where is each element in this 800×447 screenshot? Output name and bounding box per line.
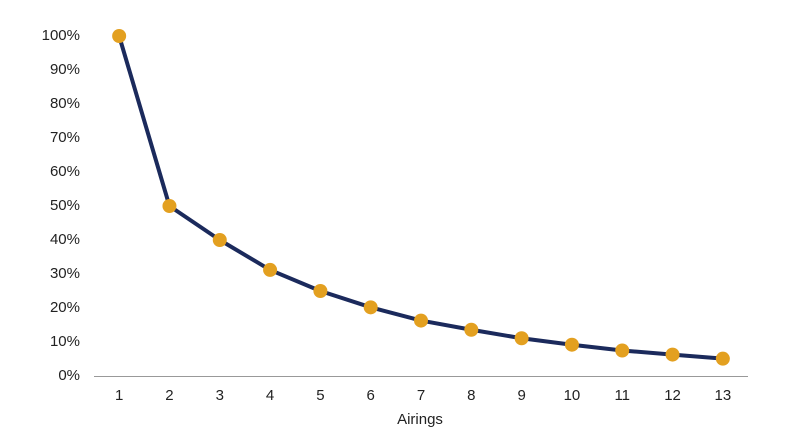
y-tick-label: 10% bbox=[50, 333, 80, 350]
x-tick-label: 2 bbox=[165, 387, 173, 404]
x-tick-label: 10 bbox=[564, 387, 581, 404]
marker bbox=[162, 199, 177, 213]
marker bbox=[112, 29, 127, 43]
marker bbox=[313, 284, 328, 298]
y-tick-label: 70% bbox=[50, 129, 80, 146]
marker bbox=[514, 331, 529, 346]
y-tick-label: 40% bbox=[50, 231, 80, 248]
x-tick-label: 8 bbox=[467, 387, 475, 404]
x-tick-label: 4 bbox=[266, 387, 274, 404]
x-tick-label: 9 bbox=[517, 387, 525, 404]
x-tick-label: 12 bbox=[664, 387, 681, 404]
marker bbox=[715, 351, 730, 366]
marker bbox=[363, 300, 378, 315]
y-tick-label: 20% bbox=[50, 299, 80, 316]
y-tick-label: 30% bbox=[50, 265, 80, 282]
marker bbox=[615, 343, 630, 358]
x-tick-label: 13 bbox=[715, 387, 732, 404]
x-tick-label: 6 bbox=[367, 387, 375, 404]
marker bbox=[464, 322, 479, 337]
marker bbox=[212, 233, 227, 247]
x-tick-label: 5 bbox=[316, 387, 324, 404]
marker bbox=[665, 347, 680, 362]
x-axis-label: Airings bbox=[397, 411, 443, 428]
y-tick-label: 80% bbox=[50, 95, 80, 112]
x-tick-label: 11 bbox=[614, 387, 630, 404]
y-tick-label: 60% bbox=[50, 163, 80, 180]
marker bbox=[414, 313, 428, 328]
y-tick-label: 100% bbox=[42, 27, 80, 44]
x-tick-label: 1 bbox=[115, 387, 123, 404]
marker bbox=[263, 262, 278, 277]
y-tick-label: 0% bbox=[58, 367, 80, 384]
marker bbox=[564, 337, 579, 352]
y-tick-label: 50% bbox=[50, 197, 80, 214]
x-tick-label: 7 bbox=[417, 387, 425, 404]
line bbox=[117, 35, 724, 361]
y-tick-label: 90% bbox=[50, 61, 80, 78]
x-tick-label: 3 bbox=[216, 387, 224, 404]
